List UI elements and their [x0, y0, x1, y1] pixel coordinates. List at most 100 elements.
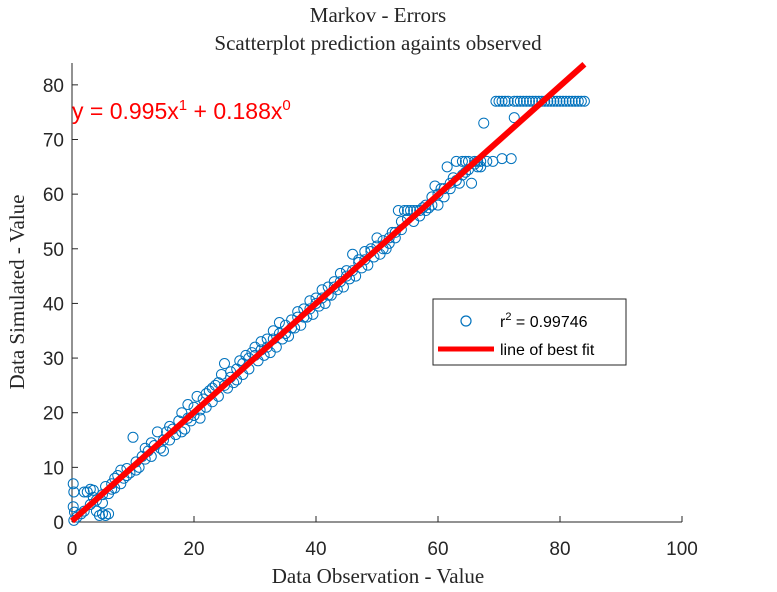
data-point	[158, 445, 169, 457]
legend-r2-suffix: = 0.99746	[511, 314, 587, 331]
x-tick-label: 60	[427, 539, 448, 560]
x-tick-label: 100	[666, 539, 698, 560]
data-point	[508, 95, 520, 107]
data-point	[389, 226, 401, 238]
data-point	[84, 499, 96, 511]
data-point	[475, 161, 487, 173]
data-point	[334, 276, 346, 288]
y-tick-label: 50	[43, 240, 64, 261]
data-point	[273, 317, 285, 329]
data-point	[514, 95, 526, 107]
regression-equation: y = 0.995x1 + 0.188x0	[72, 97, 291, 124]
y-ticks: 0 10 20 30 40 50 60 70 80	[43, 76, 78, 534]
data-point	[219, 358, 230, 370]
data-point	[267, 325, 279, 337]
data-point	[81, 486, 93, 498]
y-tick-label: 70	[43, 131, 64, 152]
data-point	[383, 232, 395, 244]
data-point	[87, 484, 99, 496]
data-point	[496, 153, 508, 165]
data-point	[151, 426, 163, 438]
data-point	[341, 270, 352, 282]
legend-box	[432, 298, 627, 366]
data-point	[548, 95, 560, 107]
data-point	[371, 232, 383, 244]
data-point	[524, 95, 535, 107]
data-point	[499, 95, 511, 107]
data-point	[392, 205, 404, 217]
data-point	[249, 341, 261, 353]
data-point	[219, 379, 230, 391]
equation-middle: + 0.188x	[187, 98, 283, 124]
data-point	[566, 95, 578, 107]
data-point	[502, 95, 514, 107]
y-tick-label: 30	[43, 349, 64, 370]
y-axis-label: Data Simulated - Value	[5, 195, 29, 390]
chart-subtitle: Scatterplot prediction againts observed	[214, 31, 542, 55]
data-point	[176, 407, 188, 419]
data-point	[328, 281, 340, 293]
data-point	[194, 412, 206, 424]
data-point	[182, 399, 194, 411]
data-point	[456, 155, 468, 167]
y-tick-label: 80	[43, 76, 64, 97]
data-point	[97, 497, 108, 509]
legend: r2 = 0.99746 line of best fit	[432, 298, 627, 366]
x-tick-label: 80	[549, 539, 570, 560]
data-point	[310, 297, 322, 309]
data-point	[398, 205, 410, 217]
legend-r2-prefix: r	[500, 314, 506, 331]
x-axis-label: Data Observation - Value	[272, 564, 484, 588]
y-tick-label: 0	[53, 513, 64, 534]
data-point	[347, 265, 359, 277]
data-point	[572, 95, 584, 107]
data-point	[493, 95, 505, 107]
y-tick-label: 10	[43, 458, 64, 479]
data-point	[432, 199, 444, 211]
x-tick-label: 40	[305, 539, 326, 560]
data-point	[261, 341, 273, 353]
data-point	[563, 95, 575, 107]
data-point	[481, 155, 493, 167]
data-point	[316, 292, 328, 304]
data-point	[240, 349, 252, 361]
data-point	[304, 303, 316, 315]
data-point	[490, 95, 502, 107]
data-point	[554, 95, 566, 107]
data-point	[527, 95, 539, 107]
data-point	[466, 177, 478, 189]
legend-r2: r2 = 0.99746	[500, 311, 588, 331]
data-point	[560, 95, 572, 107]
data-point	[359, 254, 371, 266]
data-point	[347, 248, 359, 260]
data-point	[255, 336, 267, 348]
data-point	[511, 95, 523, 107]
x-tick-label: 20	[183, 539, 204, 560]
data-point	[517, 95, 529, 107]
data-point	[78, 486, 90, 498]
data-point	[67, 501, 79, 513]
data-point	[402, 205, 413, 217]
data-point	[478, 117, 490, 129]
legend-marker	[460, 315, 472, 327]
equation-exp0: 0	[282, 97, 290, 114]
y-tick-label: 20	[43, 404, 64, 425]
data-point	[496, 95, 508, 107]
legend-r2-sup: 2	[505, 311, 511, 323]
data-point	[520, 95, 532, 107]
data-point	[450, 155, 462, 167]
data-point	[67, 478, 79, 490]
equation-prefix: y = 0.995x	[72, 98, 179, 124]
x-ticks: 0 20 40 60 80 100	[67, 516, 698, 560]
data-point	[103, 508, 115, 520]
fit-line	[70, 62, 587, 524]
data-point	[569, 95, 581, 107]
y-tick-label: 40	[43, 294, 64, 315]
legend-fit-label: line of best fit	[500, 342, 595, 359]
y-tick-label: 60	[43, 185, 64, 206]
data-point	[505, 153, 517, 165]
data-point	[508, 112, 520, 124]
data-point	[551, 95, 563, 107]
